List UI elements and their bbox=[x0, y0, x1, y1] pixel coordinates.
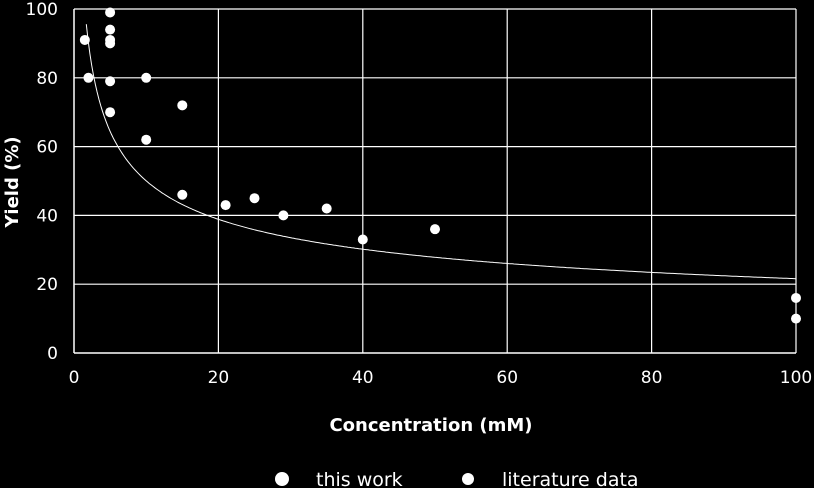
legend-marker bbox=[275, 472, 289, 486]
x-tick-label: 20 bbox=[208, 368, 230, 388]
data-point bbox=[791, 292, 801, 303]
data-point bbox=[83, 72, 94, 83]
grid-lines bbox=[74, 8, 797, 353]
x-tick-label: 100 bbox=[780, 368, 812, 388]
data-point bbox=[141, 134, 152, 145]
data-point bbox=[79, 34, 90, 45]
y-tick-label: 40 bbox=[36, 206, 58, 226]
x-tick-label: 0 bbox=[69, 368, 80, 388]
data-point bbox=[430, 224, 440, 235]
data-point bbox=[249, 193, 260, 204]
data-point bbox=[220, 200, 231, 211]
data-point bbox=[357, 234, 368, 245]
y-tick-label: 100 bbox=[26, 0, 58, 20]
data-points bbox=[79, 7, 801, 324]
legend-label: literature data bbox=[502, 469, 639, 488]
data-point bbox=[105, 7, 116, 18]
x-axis-title: Concentration (mM) bbox=[329, 415, 532, 436]
x-tick-label: 60 bbox=[496, 368, 518, 388]
y-tick-label: 20 bbox=[36, 275, 58, 295]
data-point bbox=[321, 203, 332, 214]
trend-curve bbox=[85, 24, 796, 280]
legend-marker bbox=[462, 473, 474, 485]
legend-label: this work bbox=[316, 469, 403, 488]
data-point bbox=[105, 24, 116, 35]
data-point bbox=[177, 189, 188, 200]
data-point bbox=[177, 100, 188, 111]
tick-labels: 0 20 40 60 80 100 0 20 40 60 80 100 bbox=[26, 0, 813, 388]
data-point bbox=[105, 38, 116, 49]
data-point bbox=[791, 313, 801, 324]
x-tick-label: 80 bbox=[641, 368, 663, 388]
y-tick-label: 60 bbox=[36, 138, 58, 158]
data-point bbox=[105, 107, 116, 118]
data-point bbox=[278, 210, 289, 221]
y-tick-label: 0 bbox=[47, 344, 58, 364]
data-point bbox=[141, 72, 152, 83]
axes bbox=[73, 9, 796, 354]
legend: this work literature data bbox=[275, 469, 639, 488]
x-tick-label: 40 bbox=[352, 368, 374, 388]
data-point bbox=[105, 76, 116, 87]
y-tick-label: 80 bbox=[36, 69, 58, 89]
y-axis-title: Yield (%) bbox=[2, 136, 23, 228]
